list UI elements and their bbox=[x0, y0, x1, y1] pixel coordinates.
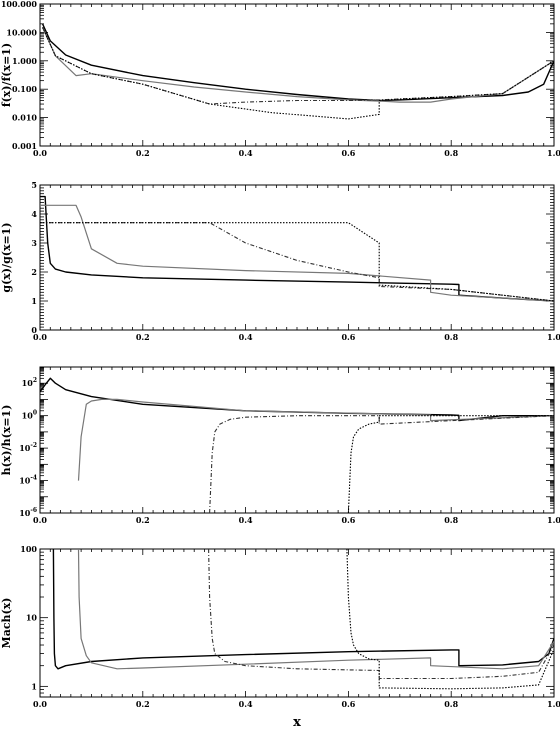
series-line-solid-black bbox=[40, 195, 554, 302]
series-line-dotted bbox=[346, 549, 554, 690]
x-tick-label: 1.0 bbox=[547, 515, 560, 525]
x-tick-label: 0.2 bbox=[136, 148, 150, 158]
y-tick-label: 4 bbox=[31, 209, 37, 219]
y-tick-label: 0 bbox=[31, 325, 37, 335]
y-tick-label: 100 bbox=[20, 544, 37, 554]
series-line-solid-gray bbox=[77, 398, 554, 481]
x-tick-label: 0.8 bbox=[444, 148, 458, 158]
y-tick-label: 100 bbox=[22, 410, 37, 421]
x-axis-label: x bbox=[293, 715, 301, 730]
series-line-dash-dot bbox=[209, 415, 554, 513]
x-tick-label: 0.0 bbox=[33, 332, 47, 342]
series-line-solid-gray bbox=[77, 549, 554, 670]
x-tick-label: 0.4 bbox=[239, 332, 253, 342]
series-line-solid-gray bbox=[42, 27, 554, 103]
x-tick-label: 0.4 bbox=[239, 148, 253, 158]
series-line-solid-black bbox=[52, 549, 554, 670]
x-tick-label: 0.6 bbox=[341, 148, 355, 158]
y-tick-label: 0.001 bbox=[12, 141, 37, 151]
y-tick-label: 3 bbox=[31, 238, 37, 248]
x-tick-label: 0.4 bbox=[239, 699, 253, 709]
y-tick-label: 10-4 bbox=[19, 475, 37, 486]
x-tick-label: 0.8 bbox=[444, 515, 458, 525]
y-tick-label: 0.010 bbox=[12, 113, 37, 123]
x-tick-label: 0.6 bbox=[341, 515, 355, 525]
x-tick-label: 0.0 bbox=[33, 515, 47, 525]
x-tick-label: 0.2 bbox=[136, 332, 150, 342]
y-tick-label: 10 bbox=[26, 613, 38, 623]
y-tick-label: 1 bbox=[31, 296, 37, 306]
y-axis-label: h(x)/h(x=1) bbox=[0, 405, 13, 476]
x-tick-label: 0.0 bbox=[33, 148, 47, 158]
series-line-dash-dot bbox=[42, 27, 554, 105]
y-tick-label: 1 bbox=[31, 681, 37, 691]
x-tick-label: 0.4 bbox=[239, 515, 253, 525]
x-tick-label: 0.2 bbox=[136, 515, 150, 525]
y-tick-label: 10-6 bbox=[19, 507, 37, 518]
series-line-dotted bbox=[40, 222, 554, 302]
x-tick-label: 1.0 bbox=[547, 148, 560, 158]
series-line-solid-black bbox=[41, 23, 554, 102]
x-tick-label: 0.6 bbox=[341, 332, 355, 342]
y-tick-label: 10.000 bbox=[6, 27, 37, 37]
x-tick-label: 1.0 bbox=[547, 699, 560, 709]
x-tick-label: 0.8 bbox=[444, 699, 458, 709]
y-axis-label: Mach(x) bbox=[0, 598, 13, 649]
y-tick-label: 5 bbox=[31, 180, 37, 190]
series-line-dash-dot bbox=[40, 222, 554, 302]
y-tick-label: 2 bbox=[31, 267, 37, 277]
y-tick-label: 102 bbox=[22, 377, 37, 388]
series-line-dotted bbox=[42, 27, 554, 120]
y-tick-label: 1.000 bbox=[12, 56, 37, 66]
series-line-dotted bbox=[347, 415, 554, 513]
y-tick-label: 0.100 bbox=[12, 84, 37, 94]
x-tick-label: 1.0 bbox=[547, 332, 560, 342]
y-axis-label: f(x)/f(x=1) bbox=[0, 43, 13, 107]
plot-frame bbox=[39, 3, 555, 147]
x-tick-label: 0.0 bbox=[33, 699, 47, 709]
series-line-dash-dot bbox=[208, 549, 554, 680]
series-line-solid-gray bbox=[40, 204, 554, 302]
y-axis-label: g(x)/g(x=1) bbox=[0, 222, 13, 292]
plot-frame bbox=[39, 548, 555, 698]
plot-frame bbox=[39, 184, 555, 331]
x-tick-label: 0.6 bbox=[341, 699, 355, 709]
plot-frame bbox=[39, 366, 555, 514]
y-tick-label: 100.000 bbox=[1, 0, 38, 9]
x-tick-label: 0.2 bbox=[136, 699, 150, 709]
x-tick-label: 0.8 bbox=[444, 332, 458, 342]
y-tick-label: 10-2 bbox=[19, 442, 37, 453]
